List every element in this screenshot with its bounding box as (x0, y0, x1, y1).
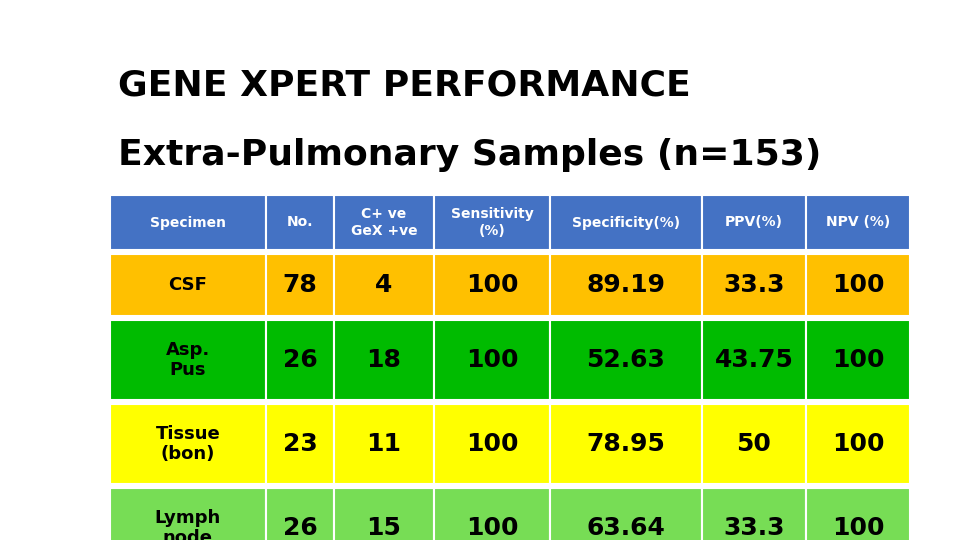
Bar (702, 488, 806, 540)
Text: 78: 78 (282, 273, 318, 297)
Text: 100: 100 (466, 273, 518, 297)
Bar (434, 254, 550, 316)
Text: Specimen: Specimen (150, 215, 226, 230)
Bar (434, 320, 550, 400)
Bar (806, 254, 910, 316)
Bar (266, 404, 334, 484)
Text: 52.63: 52.63 (587, 348, 665, 372)
Text: 100: 100 (831, 516, 884, 540)
Text: 89.19: 89.19 (587, 273, 665, 297)
Bar (334, 254, 434, 316)
Bar (550, 254, 702, 316)
Text: 11: 11 (367, 432, 401, 456)
Text: Specificity(%): Specificity(%) (572, 215, 680, 230)
Text: PPV(%): PPV(%) (725, 215, 783, 230)
Text: 100: 100 (466, 432, 518, 456)
Bar (702, 195, 806, 250)
Text: 100: 100 (466, 348, 518, 372)
Bar (702, 320, 806, 400)
Text: Sensitivity
(%): Sensitivity (%) (450, 207, 534, 238)
Text: Lymph
node: Lymph node (155, 509, 221, 540)
Bar (110, 320, 266, 400)
Text: 63.64: 63.64 (587, 516, 665, 540)
Bar (334, 320, 434, 400)
Bar (434, 195, 550, 250)
Bar (550, 195, 702, 250)
Bar (550, 320, 702, 400)
Bar (334, 195, 434, 250)
Text: 33.3: 33.3 (723, 273, 784, 297)
Text: 50: 50 (736, 432, 772, 456)
Text: 4: 4 (375, 273, 393, 297)
Text: 26: 26 (282, 348, 318, 372)
Text: 18: 18 (367, 348, 401, 372)
Bar (266, 320, 334, 400)
Bar (550, 404, 702, 484)
Bar (550, 488, 702, 540)
Bar (702, 404, 806, 484)
Text: Extra-Pulmonary Samples (n=153): Extra-Pulmonary Samples (n=153) (118, 138, 822, 172)
Text: C+ ve
GeX +ve: C+ ve GeX +ve (350, 207, 418, 238)
Bar (266, 254, 334, 316)
Text: NPV (%): NPV (%) (826, 215, 890, 230)
Bar (702, 254, 806, 316)
Text: 15: 15 (367, 516, 401, 540)
Bar (806, 404, 910, 484)
Bar (266, 488, 334, 540)
Text: Asp.
Pus: Asp. Pus (166, 341, 210, 380)
Bar (110, 195, 266, 250)
Bar (334, 404, 434, 484)
Text: 100: 100 (831, 432, 884, 456)
Bar (806, 488, 910, 540)
Text: 100: 100 (831, 273, 884, 297)
Bar (110, 404, 266, 484)
Text: No.: No. (287, 215, 313, 230)
Text: 26: 26 (282, 516, 318, 540)
Text: 33.3: 33.3 (723, 516, 784, 540)
Text: CSF: CSF (169, 276, 207, 294)
Text: Tissue
(bon): Tissue (bon) (156, 424, 221, 463)
Text: 43.75: 43.75 (714, 348, 793, 372)
Text: 78.95: 78.95 (587, 432, 665, 456)
Bar (110, 254, 266, 316)
Bar (110, 488, 266, 540)
Bar (266, 195, 334, 250)
Bar (434, 488, 550, 540)
Text: 23: 23 (282, 432, 318, 456)
Bar (806, 320, 910, 400)
Bar (334, 488, 434, 540)
Bar (434, 404, 550, 484)
Text: 100: 100 (466, 516, 518, 540)
Bar (806, 195, 910, 250)
Text: GENE XPERT PERFORMANCE: GENE XPERT PERFORMANCE (118, 68, 691, 102)
Text: 100: 100 (831, 348, 884, 372)
